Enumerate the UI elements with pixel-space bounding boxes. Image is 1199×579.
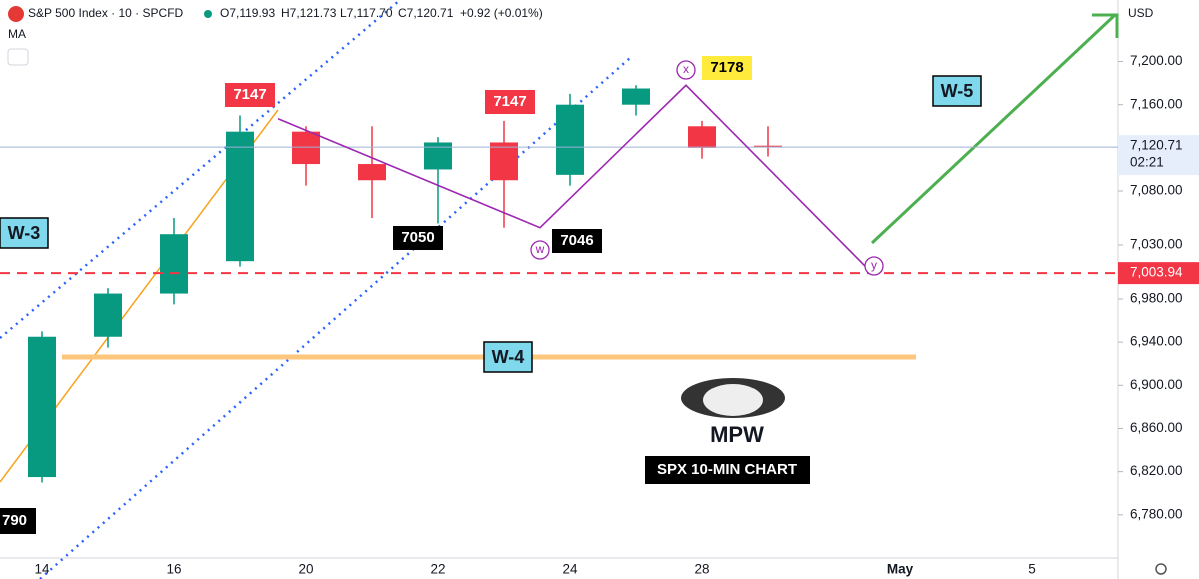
caption: SPX 10-MIN CHART: [657, 461, 797, 478]
candle-body: [622, 88, 650, 105]
pivot-box: [552, 229, 602, 253]
candle-body: [28, 336, 56, 478]
wave-label: w: [535, 242, 545, 256]
y-tick-label: 6,820.00: [1130, 463, 1183, 478]
countdown: 02:21: [1130, 155, 1164, 170]
x-tick-label: 24: [562, 562, 578, 577]
wave-path: [277, 84, 873, 274]
wave-label: x: [683, 62, 689, 76]
wave-label: W-4: [492, 347, 525, 367]
candle-body: [556, 104, 584, 175]
wave-label: W-5: [941, 81, 974, 101]
x-tick-label: 14: [34, 562, 50, 577]
arrow-head: [1092, 13, 1119, 38]
ohlc-close: C7,120.71: [398, 6, 454, 20]
y-tick-label: 6,780.00: [1130, 506, 1183, 521]
level-label: 7,003.94: [1130, 265, 1183, 280]
settings-icon[interactable]: [1155, 563, 1167, 575]
edge-box: [0, 508, 36, 534]
x-tick-label: 28: [694, 562, 709, 577]
y-tick-label: 7,160.00: [1130, 96, 1183, 111]
logo-face: [703, 384, 763, 416]
y-tick-label: 6,860.00: [1130, 420, 1183, 435]
wave-box: [483, 341, 533, 373]
wave-circle: [676, 60, 696, 80]
last-price-label: 7,120.71: [1130, 138, 1183, 153]
pivot-box: [393, 226, 443, 250]
x-tick-label: 5: [1028, 562, 1036, 577]
edge-label: 790: [2, 512, 27, 529]
candle-body: [226, 131, 254, 262]
last-price-box: [1118, 135, 1199, 176]
candle-body: [424, 142, 452, 170]
pivot-label: 7046: [560, 232, 593, 249]
indicator[interactable]: MA: [8, 27, 26, 41]
ohlc-change: +0.92 (+0.01%): [460, 6, 543, 20]
wave-circle: [864, 256, 884, 276]
ohlc-high: H7,121.73: [281, 6, 337, 20]
wave-circle: [530, 240, 550, 260]
status-dot: [204, 10, 212, 18]
pivot-box: [225, 83, 275, 107]
caption-box: [645, 456, 810, 484]
candle-body: [160, 234, 188, 294]
candle-body: [94, 293, 122, 337]
projection-arrow: [870, 13, 1117, 245]
x-tick-label: 20: [298, 562, 313, 577]
candle-body: [358, 164, 386, 181]
y-tick-label: 7,080.00: [1130, 183, 1183, 198]
pivot-box: [485, 90, 535, 114]
symbol-logo: [8, 6, 24, 22]
wave-box: [0, 217, 49, 249]
collapse-button[interactable]: [7, 48, 29, 66]
pivot-label: 7147: [233, 86, 266, 103]
wave-label: y: [871, 258, 877, 272]
logo-text: MPW: [710, 422, 764, 447]
wave-label: W-3: [8, 223, 41, 243]
level-box: [1118, 262, 1199, 285]
pivot-box: [702, 56, 752, 80]
y-tick-label: 7,200.00: [1130, 53, 1183, 68]
y-tick-label: 7,030.00: [1130, 237, 1183, 252]
y-tick-label: 6,980.00: [1130, 291, 1183, 306]
currency[interactable]: USD: [1128, 6, 1154, 20]
symbol: S&P 500 Index · 10 · SPCFD: [28, 6, 184, 20]
candle-body: [754, 145, 782, 147]
y-tick-label: 6,900.00: [1130, 377, 1183, 392]
ohlc-low: L7,117.70: [340, 6, 393, 20]
x-tick-label: 22: [430, 562, 445, 577]
candle-body: [490, 142, 518, 181]
channel-lower: [39, 57, 631, 579]
candle-body: [688, 126, 716, 148]
pivot-label: 7147: [493, 93, 526, 110]
pivot-label: 7050: [401, 229, 434, 246]
wave-box: [932, 75, 982, 107]
pivot-label: 7178: [710, 59, 743, 76]
x-tick-label: May: [887, 562, 914, 577]
y-tick-label: 6,940.00: [1130, 334, 1183, 349]
ohlc-open: O7,119.93: [220, 6, 275, 20]
x-tick-label: 16: [166, 562, 181, 577]
candle-body: [292, 131, 320, 165]
